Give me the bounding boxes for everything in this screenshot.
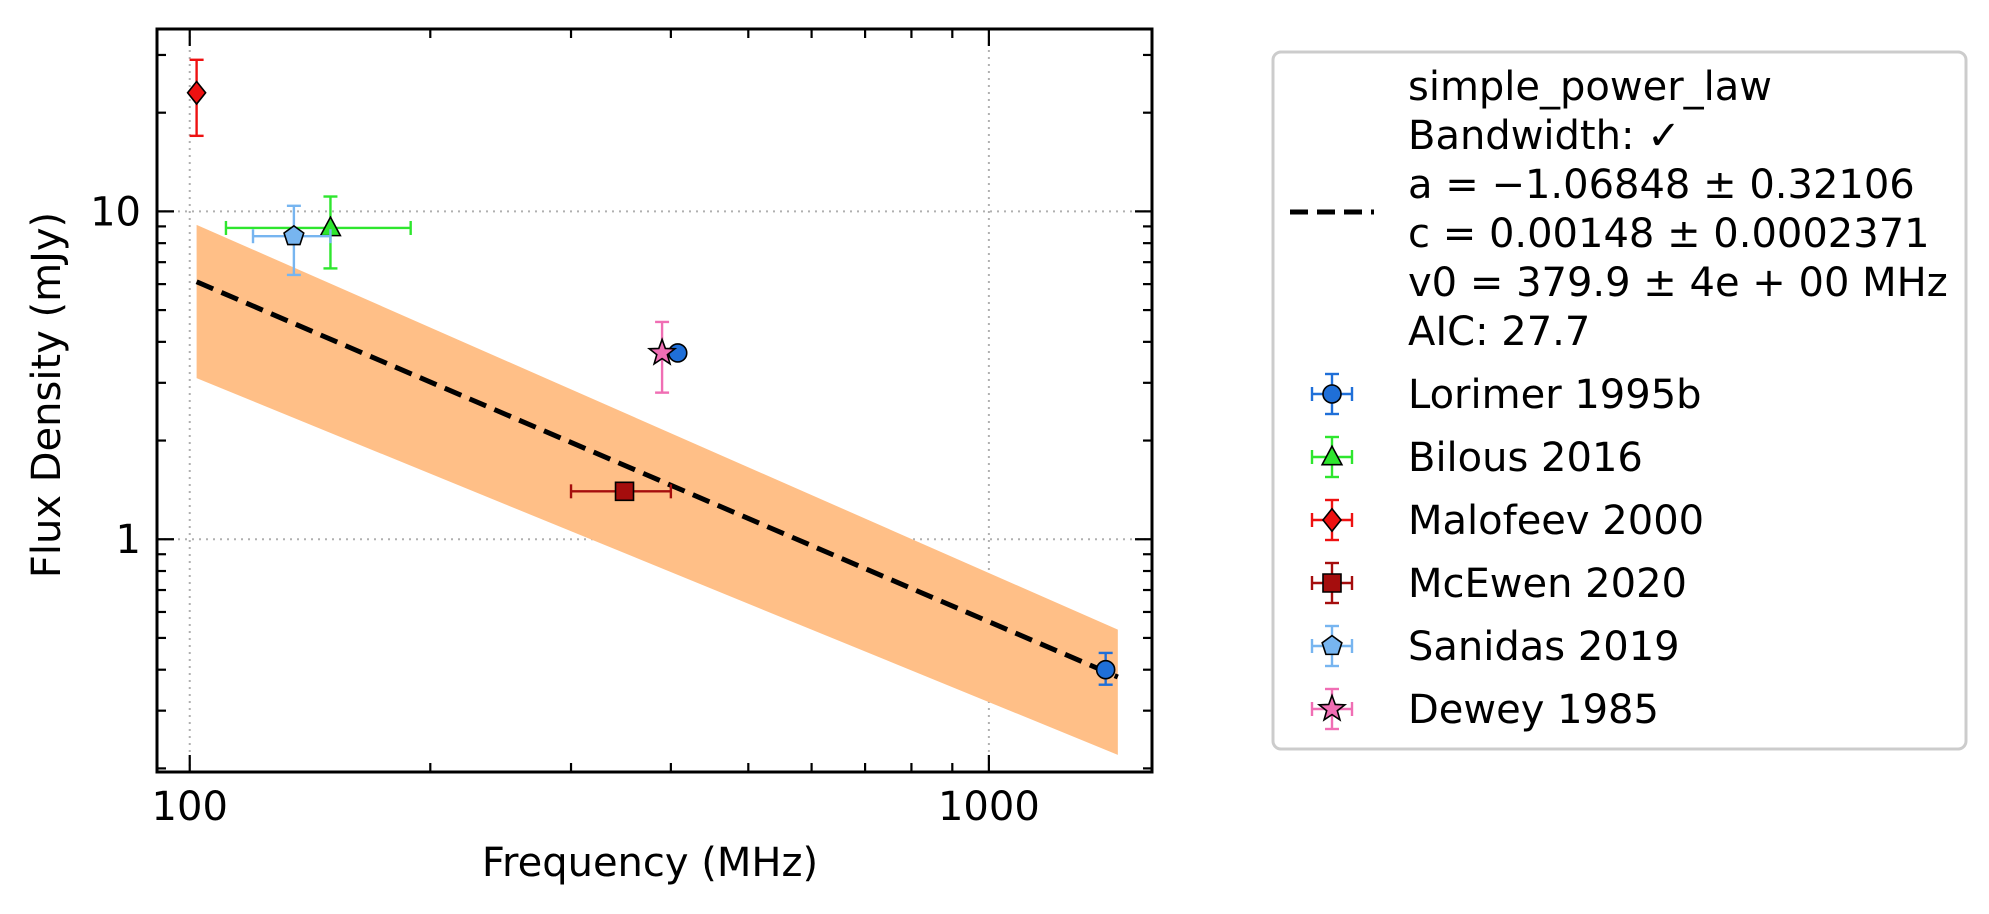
legend-marker-bilous-2016 — [1320, 444, 1344, 466]
data-point-lorimer-1995b — [667, 343, 688, 363]
y-tick-label: 10 — [90, 189, 141, 235]
series-sanidas-2019 — [251, 204, 332, 277]
y-tick-label: 1 — [116, 517, 141, 563]
plot-area: 100 1000 1 10 — [90, 27, 1154, 830]
legend-marker-malofeev-2000 — [1321, 507, 1343, 533]
legend-entry-dewey-1985: Dewey 1985 — [1310, 687, 1659, 733]
legend-entry-malofeev-2000: Malofeev 2000 — [1310, 498, 1704, 544]
legend-label-malofeev-2000: Malofeev 2000 — [1408, 498, 1704, 544]
legend-entry-sanidas-2019: Sanidas 2019 — [1310, 624, 1680, 670]
legend-label-dewey-1985: Dewey 1985 — [1408, 687, 1659, 733]
y-axis-label: Flux Density (mJy) — [24, 212, 70, 578]
x-tick-label: 100 — [152, 784, 228, 830]
legend-label-lorimer-1995b: Lorimer 1995b — [1408, 372, 1702, 418]
legend-fit-param-v0: v0 = 379.9 ± 4e + 00 MHz — [1408, 260, 1948, 306]
legend: simple_power_law Bandwidth: ✓ a = −1.068… — [1271, 50, 1968, 751]
legend-label-sanidas-2019: Sanidas 2019 — [1408, 624, 1680, 670]
legend-marker-mcewen-2020 — [1322, 573, 1342, 593]
legend-entry-mcewen-2020: McEwen 2020 — [1310, 561, 1687, 607]
legend-entry-lorimer-1995b: Lorimer 1995b — [1310, 372, 1702, 418]
legend-frame — [1271, 50, 1968, 751]
legend-marker-lorimer-1995b — [1322, 384, 1342, 404]
data-point-dewey-1985 — [647, 337, 678, 366]
legend-fit-param-a: a = −1.06848 ± 0.32106 — [1408, 162, 1915, 208]
data-point-malofeev-2000 — [186, 80, 207, 106]
legend-marker-sanidas-2019 — [1321, 634, 1343, 656]
legend-marker-dewey-1985 — [1316, 693, 1348, 722]
series-malofeev-2000 — [186, 58, 207, 138]
axes-frame — [155, 27, 1154, 774]
legend-fit-bandwidth: Bandwidth: ✓ — [1408, 113, 1681, 159]
series-dewey-1985 — [647, 320, 678, 394]
plot-content — [195, 224, 1119, 755]
data-point-sanidas-2019 — [283, 224, 305, 246]
fit-line — [195, 279, 1119, 680]
data-point-lorimer-1995b — [1095, 659, 1116, 680]
legend-series-entries: Lorimer 1995b Bilous 2016 Malofeev 2000 McE… — [1310, 372, 1704, 733]
legend-fit-aic: AIC: 27.7 — [1408, 309, 1590, 355]
legend-label-mcewen-2020: McEwen 2020 — [1408, 561, 1687, 607]
legend-entry-bilous-2016: Bilous 2016 — [1310, 435, 1643, 481]
series-lorimer-1995b — [667, 343, 1116, 686]
series-mcewen-2020 — [569, 481, 673, 502]
legend-label-bilous-2016: Bilous 2016 — [1408, 435, 1643, 481]
legend-fit-param-c: c = 0.00148 ± 0.0002371 — [1408, 211, 1930, 257]
x-axis-label: Frequency (MHz) — [482, 840, 818, 886]
legend-fit-name: simple_power_law — [1408, 64, 1772, 110]
data-point-mcewen-2020 — [614, 481, 635, 502]
x-tick-label: 1000 — [938, 784, 1040, 830]
fit-uncertainty-band — [196, 224, 1118, 755]
